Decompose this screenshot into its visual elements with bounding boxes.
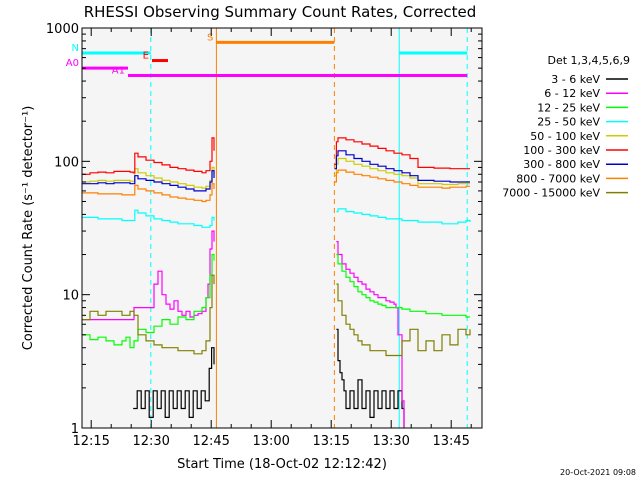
- x-tick-label: 13:45: [432, 434, 469, 449]
- plot-area-background: [82, 28, 482, 428]
- y-tick-label: 1: [71, 422, 79, 437]
- legend-entry-label: 25 - 50 keV: [537, 116, 600, 129]
- series-line: [336, 208, 471, 225]
- flag-bars: N S E A0 A1: [66, 32, 468, 78]
- x-tick-label: 12:15: [72, 434, 109, 449]
- series-line: [334, 169, 470, 189]
- legend-entry-label: 300 - 800 keV: [523, 158, 600, 171]
- legend-entry-label: 12 - 25 keV: [537, 101, 600, 114]
- x-tick-label: 12:45: [192, 434, 229, 449]
- series-line: [82, 253, 215, 349]
- series-line: [82, 166, 215, 189]
- series-line: [82, 274, 215, 355]
- x-tick-label: 13:00: [252, 434, 289, 449]
- vertical-markers: [150, 28, 468, 428]
- series-line: [82, 137, 215, 175]
- y-axis-label: Corrected Count Rate (s⁻¹ detector⁻¹): [21, 106, 36, 351]
- legend-entry-label: 3 - 6 keV: [551, 73, 600, 86]
- plot-frame: [81, 27, 483, 429]
- series-line: [82, 209, 215, 228]
- flag-label: E: [143, 51, 149, 62]
- series-line: [334, 157, 470, 186]
- series-line: [82, 170, 215, 192]
- y-tick-label: 100: [54, 155, 79, 170]
- series-line: [82, 183, 215, 203]
- x-axis-label: Start Time (18-Oct-02 12:12:42): [177, 457, 387, 472]
- legend-entry-label: 100 - 300 keV: [523, 144, 600, 157]
- flag-label: A0: [66, 58, 79, 69]
- x-tick-label: 13:15: [312, 434, 349, 449]
- legend-entry-label: 7000 - 15000 keV: [502, 187, 600, 200]
- x-tick-label: 13:30: [372, 434, 409, 449]
- flag-label: N: [72, 43, 79, 54]
- flag-label: A1: [112, 66, 125, 77]
- series-line: [336, 253, 470, 318]
- series-line: [334, 150, 470, 183]
- flag-label: S: [207, 32, 213, 43]
- y-axis: 1 10 100 1000: [46, 22, 482, 437]
- y-tick-label: 1000: [46, 22, 79, 37]
- legend-title: Det 1,3,4,5,6,9: [547, 54, 630, 67]
- footer-timestamp: 20-Oct-2021 09:08: [560, 468, 636, 477]
- series-line: [133, 347, 215, 418]
- series-lines: [82, 137, 471, 428]
- x-tick-label: 12:30: [132, 434, 169, 449]
- legend-entry-label: 6 - 12 keV: [544, 87, 600, 100]
- x-axis: 12:15 12:30 12:45 13:00 13:15 13:30 13:45: [72, 28, 472, 449]
- y-tick-label: 10: [62, 289, 79, 304]
- legend-entry-label: 50 - 100 keV: [530, 130, 600, 143]
- series-line: [336, 283, 471, 357]
- legend-entry-label: 800 - 7000 keV: [516, 172, 600, 185]
- series-line: [336, 328, 405, 428]
- series-line: [334, 137, 470, 170]
- chart-title: RHESSI Observing Summary Count Rates, Co…: [84, 3, 477, 21]
